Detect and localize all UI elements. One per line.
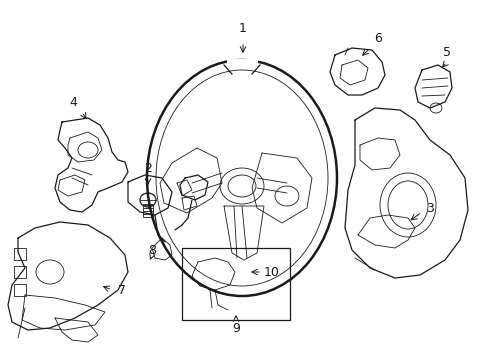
Text: 6: 6 [373,31,381,45]
Text: 7: 7 [118,284,126,297]
Bar [182,248,289,320]
Bar [14,266,26,278]
Text: 1: 1 [239,22,246,35]
Bar [14,284,26,296]
Text: 8: 8 [148,243,156,256]
Bar [14,248,26,260]
Bar [142,204,153,217]
Text: 9: 9 [232,321,240,334]
Text: 5: 5 [442,45,450,58]
Text: 10: 10 [264,266,279,279]
Text: 4: 4 [69,95,77,108]
Text: 2: 2 [144,162,152,175]
Text: 3: 3 [425,202,433,215]
